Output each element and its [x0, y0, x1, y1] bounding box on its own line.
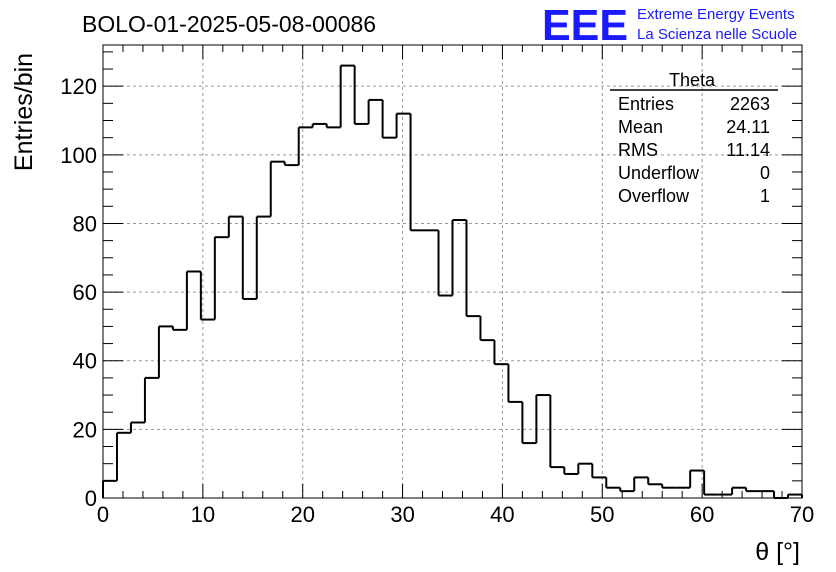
stats-row-value: 1: [760, 186, 770, 206]
x-tick-label: 0: [97, 502, 109, 527]
y-tick-label: 60: [73, 280, 97, 305]
x-axis-label: θ [°]: [755, 538, 800, 566]
stats-title: Theta: [669, 70, 716, 90]
y-tick-label: 80: [73, 211, 97, 236]
stats-row-label: Entries: [618, 94, 674, 114]
axis-ticks: [102, 45, 803, 499]
stats-row-value: 2263: [730, 94, 770, 114]
y-tick-label: 120: [60, 74, 97, 99]
logo-line-2: La Scienza nelle Scuole: [637, 26, 797, 43]
y-tick-label: 40: [73, 349, 97, 374]
stats-row-label: RMS: [618, 140, 658, 160]
eee-logo: EEE Extreme Energy Events La Scienza nel…: [542, 1, 797, 50]
x-tick-label: 50: [590, 502, 614, 527]
stats-rows: Entries 2263 Mean 24.11 RMS 11.14 Underflow 0 Ov…: [618, 94, 770, 206]
chart-title: BOLO-01-2025-05-08-00086: [82, 11, 376, 37]
eee-logo-text: EEE: [542, 1, 628, 50]
y-tick-label: 20: [73, 417, 97, 442]
y-tick-label: 0: [85, 486, 97, 511]
x-tick-label: 30: [390, 502, 414, 527]
x-tick-label: 40: [490, 502, 514, 527]
plot-frame: [102, 44, 803, 499]
stats-row-value: 11.14: [726, 140, 770, 160]
y-axis-label: Entries/bin: [10, 53, 38, 171]
y-tick-label: 100: [60, 143, 97, 168]
x-tick-label: 10: [191, 502, 215, 527]
stats-row-value: 0: [760, 163, 770, 183]
histogram-series: [102, 64, 803, 499]
x-tick-label: 70: [790, 502, 814, 527]
x-tick-label: 60: [690, 502, 714, 527]
stats-row-label: Overflow: [618, 186, 690, 206]
stats-row-label: Mean: [618, 117, 663, 137]
logo-line-1: Extreme Energy Events: [637, 6, 795, 23]
stats-row-label: Underflow: [618, 163, 700, 183]
stats-box: Theta Entries 2263 Mean 24.11 RMS 11.14 Underf…: [610, 70, 778, 206]
stats-row-value: 24.11: [726, 117, 770, 137]
x-tick-label: 20: [290, 502, 314, 527]
x-tick-labels: 0 10 20 30 40 50 60 70: [97, 502, 814, 527]
y-tick-labels: 0 20 40 60 80 100 120: [60, 74, 97, 511]
